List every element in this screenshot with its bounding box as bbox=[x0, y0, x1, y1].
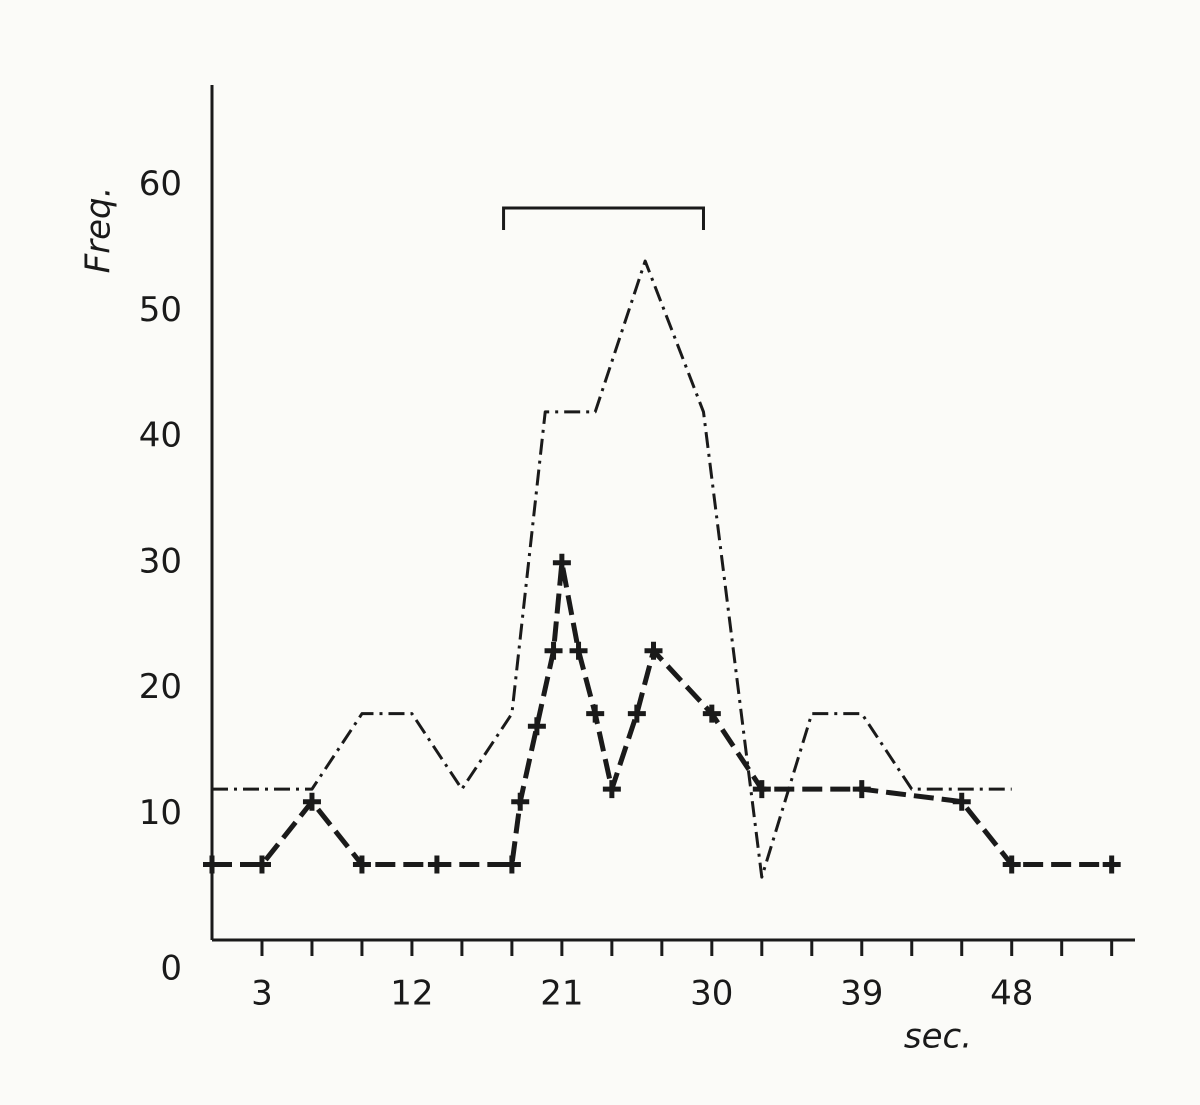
marker bbox=[602, 780, 621, 799]
y-tick-label: 0 bbox=[160, 949, 182, 989]
y-tick-label: 30 bbox=[139, 541, 182, 581]
marker bbox=[252, 855, 271, 874]
marker bbox=[1102, 855, 1121, 874]
marker bbox=[502, 855, 521, 874]
marker bbox=[752, 780, 771, 799]
x-tick-label: 30 bbox=[690, 974, 733, 1014]
marker bbox=[952, 792, 971, 811]
x-axis-label: sec. bbox=[904, 1017, 972, 1057]
marker bbox=[352, 855, 371, 874]
marker bbox=[1002, 855, 1021, 874]
marker bbox=[852, 780, 871, 799]
bracket bbox=[502, 206, 705, 230]
marker bbox=[569, 641, 588, 660]
x-tick-label: 21 bbox=[540, 974, 583, 1014]
y-tick-label: 40 bbox=[139, 416, 182, 456]
y-tick-label: 60 bbox=[139, 164, 182, 204]
marker bbox=[644, 641, 663, 660]
x-tick-label: 48 bbox=[990, 974, 1033, 1014]
marker bbox=[511, 792, 530, 811]
x-tick-label: 3 bbox=[251, 974, 273, 1014]
y-tick-label: 20 bbox=[139, 667, 182, 707]
x-tick-label: 12 bbox=[390, 974, 433, 1014]
x-tick-label: 39 bbox=[840, 974, 883, 1014]
marker bbox=[203, 855, 221, 874]
series-line bbox=[212, 259, 1012, 879]
marker bbox=[427, 855, 446, 874]
y-tick-label: 10 bbox=[139, 793, 182, 833]
marker bbox=[527, 717, 546, 736]
y-axis-label: Freq. bbox=[79, 187, 119, 274]
marker bbox=[702, 704, 721, 723]
marker bbox=[586, 704, 605, 723]
marker bbox=[544, 641, 563, 660]
marker bbox=[302, 792, 321, 811]
marker bbox=[627, 704, 646, 723]
y-tick-label: 50 bbox=[139, 290, 182, 330]
marker bbox=[552, 553, 571, 572]
